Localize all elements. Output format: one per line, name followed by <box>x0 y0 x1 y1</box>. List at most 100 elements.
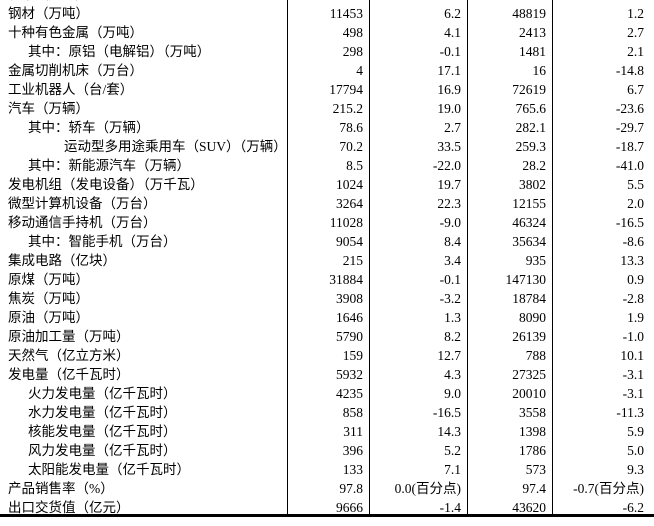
product-name-cell: 太阳能发电量（亿千瓦时） <box>28 462 190 477</box>
product-name-cell: 运动型多用途乘用车（SUV）（万辆） <box>64 139 287 154</box>
product-name-cell: 微型计算机设备（万台） <box>8 196 157 211</box>
product-name-cell: 核能发电量（亿千瓦时） <box>28 424 177 439</box>
value-cell-1: 311 <box>343 424 363 439</box>
table-row: 原煤（万吨） 31884 -0.1 147130 0.9 <box>0 270 654 289</box>
value-cell-4: -1.0 <box>622 329 644 344</box>
value-cell-2: 7.1 <box>444 462 461 477</box>
value-cell-3: 765.6 <box>515 101 546 116</box>
table-row: 火力发电量（亿千瓦时） 4235 9.0 20010 -3.1 <box>0 384 654 403</box>
value-cell-1: 17794 <box>329 82 363 97</box>
value-cell-3: 2413 <box>519 25 546 40</box>
value-cell-1: 1646 <box>336 310 363 325</box>
value-cell-2: -3.2 <box>439 291 461 306</box>
value-cell-3: 20010 <box>512 386 546 401</box>
value-cell-4: 2.1 <box>627 44 644 59</box>
value-cell-4: -29.7 <box>615 120 644 135</box>
product-name-cell: 水力发电量（亿千瓦时） <box>28 405 177 420</box>
value-cell-1: 5790 <box>336 329 363 344</box>
value-cell-3: 48819 <box>512 6 546 21</box>
value-cell-2: 5.2 <box>444 443 461 458</box>
value-cell-3: 788 <box>525 348 546 363</box>
product-name-cell: 其中：原铝（电解铝）（万吨） <box>28 44 211 59</box>
product-name-cell: 移动通信手持机（万台） <box>8 215 157 230</box>
value-cell-3: 1786 <box>519 443 546 458</box>
column-divider-3 <box>467 0 468 514</box>
value-cell-1: 9054 <box>336 234 363 249</box>
value-cell-3: 1481 <box>519 44 546 59</box>
value-cell-2: -16.5 <box>432 405 461 420</box>
value-cell-3: 3558 <box>519 405 546 420</box>
value-cell-4: 1.9 <box>627 310 644 325</box>
value-cell-4: 5.0 <box>627 443 644 458</box>
value-cell-4: -8.6 <box>622 234 644 249</box>
table-row: 其中：智能手机（万台） 9054 8.4 35634 -8.6 <box>0 232 654 251</box>
product-name-cell: 风力发电量（亿千瓦时） <box>28 443 177 458</box>
value-cell-1: 11028 <box>329 215 363 230</box>
value-cell-2: 2.7 <box>444 120 461 135</box>
table-bottom-border <box>0 514 654 517</box>
value-cell-1: 159 <box>342 348 363 363</box>
table-row: 金属切削机床（万台） 4 17.1 16 -14.8 <box>0 61 654 80</box>
value-cell-2: -0.1 <box>439 44 461 59</box>
product-name-cell: 金属切削机床（万台） <box>8 63 143 78</box>
value-cell-2: -0.1 <box>439 272 461 287</box>
value-cell-4: 0.9 <box>627 272 644 287</box>
value-cell-2: -22.0 <box>432 158 461 173</box>
value-cell-1: 498 <box>342 25 363 40</box>
product-name-cell: 发电量（亿千瓦时） <box>8 367 130 382</box>
table-row: 原油加工量（万吨） 5790 8.2 26139 -1.0 <box>0 327 654 346</box>
table-row: 产品销售率（%） 97.8 0.0(百分点) 97.4 -0.7(百分点) <box>0 479 654 498</box>
value-cell-1: 3908 <box>336 291 363 306</box>
value-cell-2: 4.1 <box>444 25 461 40</box>
value-cell-1: 298 <box>342 44 363 59</box>
value-cell-4: -2.8 <box>622 291 644 306</box>
product-name-cell: 天然气（亿立方米） <box>8 348 130 363</box>
value-cell-3: 46324 <box>512 215 546 230</box>
value-cell-1: 9666 <box>336 500 363 515</box>
value-cell-4: -0.7(百分点) <box>573 481 644 496</box>
value-cell-3: 8090 <box>519 310 546 325</box>
value-cell-1: 1024 <box>336 177 363 192</box>
value-cell-3: 573 <box>525 462 546 477</box>
value-cell-2: 8.4 <box>444 234 461 249</box>
table-row: 移动通信手持机（万台） 11028 -9.0 46324 -16.5 <box>0 213 654 232</box>
value-cell-4: 2.7 <box>627 25 644 40</box>
table-row: 其中：原铝（电解铝）（万吨） 298 -0.1 1481 2.1 <box>0 42 654 61</box>
value-cell-3: 26139 <box>512 329 546 344</box>
value-cell-4: -18.7 <box>615 139 644 154</box>
value-cell-2: -1.4 <box>439 500 461 515</box>
table-row: 运动型多用途乘用车（SUV）（万辆） 70.2 33.5 259.3 -18.7 <box>0 137 654 156</box>
value-cell-3: 12155 <box>512 196 546 211</box>
product-name-cell: 产品销售率（%） <box>8 481 114 496</box>
value-cell-2: -9.0 <box>439 215 461 230</box>
value-cell-2: 9.0 <box>444 386 461 401</box>
value-cell-3: 259.3 <box>515 139 546 154</box>
product-name-cell: 出口交货值（亿元） <box>8 500 130 515</box>
value-cell-4: 6.7 <box>627 82 644 97</box>
product-name-cell: 汽车（万辆） <box>8 101 89 116</box>
value-cell-3: 35634 <box>512 234 546 249</box>
product-name-cell: 原煤（万吨） <box>8 272 89 287</box>
product-name-cell: 焦炭（万吨） <box>8 291 89 306</box>
value-cell-4: 13.3 <box>620 253 644 268</box>
value-cell-1: 3264 <box>336 196 363 211</box>
value-cell-4: -14.8 <box>615 63 644 78</box>
column-divider-4 <box>552 0 553 514</box>
value-cell-4: -41.0 <box>615 158 644 173</box>
value-cell-4: -23.6 <box>615 101 644 116</box>
product-name-cell: 其中：轿车（万辆） <box>28 120 150 135</box>
value-cell-4: 1.2 <box>627 6 644 21</box>
value-cell-3: 935 <box>525 253 546 268</box>
value-cell-1: 396 <box>342 443 363 458</box>
value-cell-3: 97.4 <box>522 481 546 496</box>
column-divider-1 <box>287 0 288 514</box>
table-row: 天然气（亿立方米） 159 12.7 788 10.1 <box>0 346 654 365</box>
table-row: 其中：新能源汽车（万辆） 8.5 -22.0 28.2 -41.0 <box>0 156 654 175</box>
table-row: 焦炭（万吨） 3908 -3.2 18784 -2.8 <box>0 289 654 308</box>
value-cell-1: 97.8 <box>339 481 363 496</box>
value-cell-3: 28.2 <box>522 158 546 173</box>
product-name-cell: 集成电路（亿块） <box>8 253 116 268</box>
table-row: 工业机器人（台/套） 17794 16.9 72619 6.7 <box>0 80 654 99</box>
product-name-cell: 发电机组（发电设备）（万千瓦） <box>8 177 204 192</box>
